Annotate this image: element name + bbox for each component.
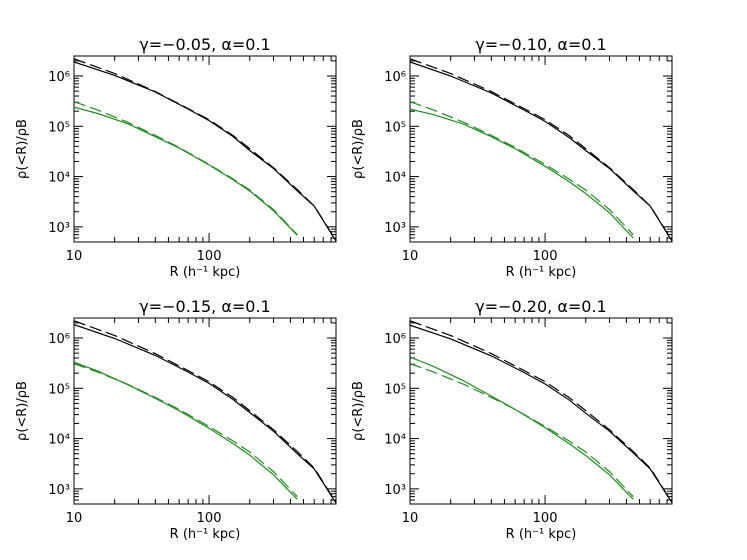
series-line-1 [74,324,336,504]
series-line-4 [74,101,298,236]
y-tick-label: 10⁴ [48,433,70,448]
y-tick-label: 10⁶ [384,332,406,347]
series-group [74,58,336,242]
y-tick-label: 10⁴ [48,171,70,186]
chart-title: γ=−0.20, α=0.1 [475,297,606,316]
chart-title: γ=−0.10, α=0.1 [475,35,606,54]
plot-frame [73,317,337,505]
plot-frame [409,317,673,505]
x-axis-label: R (h⁻¹ kpc) [506,265,577,280]
x-axis-label: R (h⁻¹ kpc) [506,527,577,542]
x-tick-label: 100 [197,511,222,526]
x-tick-label: 10 [66,511,83,526]
y-tick-label: 10³ [384,483,406,498]
y-tick-label: 10³ [48,483,70,498]
series-group [410,58,672,242]
y-tick-label: 10⁵ [48,120,70,135]
x-tick-label: 10 [402,249,419,264]
y-tick-label: 10⁶ [384,70,406,85]
series-line-2 [410,320,672,503]
y-tick-label: 10⁵ [384,382,406,397]
series-group [74,320,336,504]
series-line-3 [74,361,298,500]
plot-frame [73,55,337,243]
chart-panel-2: 10 100 10³ 10⁴ 10⁵ 10⁶ γ=−0.10, α=0.1 R (h⁻¹ kp… [351,35,673,280]
x-tick-label: 10 [66,249,83,264]
series-line-4 [410,363,634,498]
series-line-1 [410,61,672,242]
y-tick-label: 10⁶ [48,70,70,85]
series-line-2 [410,58,672,241]
y-tick-label: 10⁴ [384,433,406,448]
chart-panel-3: 10 100 10³ 10⁴ 10⁵ 10⁶ γ=−0.15, α=0.1 R (h⁻¹ kp… [15,297,337,542]
series-line-2 [74,320,336,503]
series-line-3 [410,108,634,239]
series-group [410,320,672,504]
chart-title: γ=−0.15, α=0.1 [139,297,270,316]
chart-panel-1: 10 100 10³ 10⁴ 10⁵ 10⁶ γ=−0.05, α=0.1 R (h⁻¹ kp… [15,35,337,280]
series-line-1 [74,61,336,242]
series-line-4 [410,101,634,236]
x-tick-label: 100 [533,249,558,264]
chart-panel-4: 10 100 10³ 10⁴ 10⁵ 10⁶ γ=−0.20, α=0.1 R (h⁻¹ kp… [351,297,673,542]
x-axis-label: R (h⁻¹ kpc) [170,265,241,280]
y-tick-label: 10⁵ [384,120,406,135]
plot-frame [409,55,673,243]
x-tick-label: 100 [197,249,222,264]
series-line-2 [74,58,336,241]
series-line-4 [74,363,298,498]
series-line-1 [410,324,672,504]
series-line-3 [410,356,634,500]
x-tick-label: 10 [402,511,419,526]
x-axis-label: R (h⁻¹ kpc) [170,527,241,542]
y-axis-label: ρ(<R)/ρB [351,119,366,179]
y-tick-label: 10³ [48,221,70,236]
x-tick-label: 100 [533,511,558,526]
y-tick-label: 10⁵ [48,382,70,397]
y-axis-label: ρ(<R)/ρB [15,381,30,441]
y-tick-label: 10³ [384,221,406,236]
y-tick-label: 10⁴ [384,171,406,186]
series-line-3 [74,106,298,236]
chart-title: γ=−0.05, α=0.1 [139,35,270,54]
y-tick-label: 10⁶ [48,332,70,347]
y-axis-label: ρ(<R)/ρB [15,119,30,179]
y-axis-label: ρ(<R)/ρB [351,381,366,441]
